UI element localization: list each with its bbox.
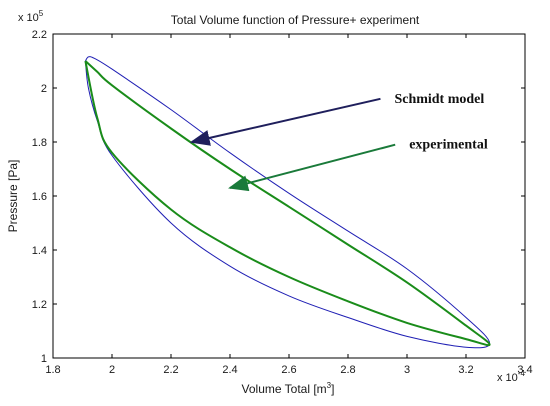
series-layer xyxy=(84,56,491,349)
x-axis-label: Volume Total [m3] xyxy=(242,381,335,396)
x-tick-label: 3.2 xyxy=(458,364,473,376)
y-tick-label: 2 xyxy=(41,83,47,95)
schmidt-model-arrow xyxy=(189,97,381,146)
schmidt-model-annotation: Schmidt model xyxy=(394,92,484,107)
x-tick-label: 3 xyxy=(404,364,410,376)
x-tick-label: 3.4 xyxy=(517,364,532,376)
series-experimental-loop xyxy=(84,60,491,347)
plot-area xyxy=(52,33,526,359)
y-exponent-label: x 105 xyxy=(18,9,44,24)
annotation-layer: Schmidt model experimental xyxy=(189,92,488,192)
experimental-annotation: experimental xyxy=(409,138,488,153)
x-tick-label: 2.4 xyxy=(222,364,237,376)
y-tick-label: 1.8 xyxy=(32,137,47,149)
y-axis-label: Pressure [Pa] xyxy=(6,160,20,233)
axis-ticks: 1.8 2 2.2 2.4 2.6 2.8 3 3.2 3.4 1 1.2 1.4 1.6 1.8 2 2.2 xyxy=(32,29,533,376)
y-tick-label: 1.4 xyxy=(32,245,47,257)
x-tick-label: 2.6 xyxy=(281,364,296,376)
y-tick-label: 1.6 xyxy=(32,191,47,203)
experimental-arrow xyxy=(228,143,396,192)
y-tick-label: 2.2 xyxy=(32,29,47,41)
x-tick-label: 2.8 xyxy=(340,364,355,376)
x-exponent-label: x 10-4 xyxy=(497,369,525,384)
x-tick-label: 2.2 xyxy=(163,364,178,376)
chart-title: Total Volume function of Pressure+ exper… xyxy=(171,13,420,27)
x-tick-label: 1.8 xyxy=(45,364,60,376)
x-tick-label: 2 xyxy=(109,364,115,376)
y-tick-label: 1.2 xyxy=(32,299,47,311)
y-tick-label: 1 xyxy=(41,353,47,365)
